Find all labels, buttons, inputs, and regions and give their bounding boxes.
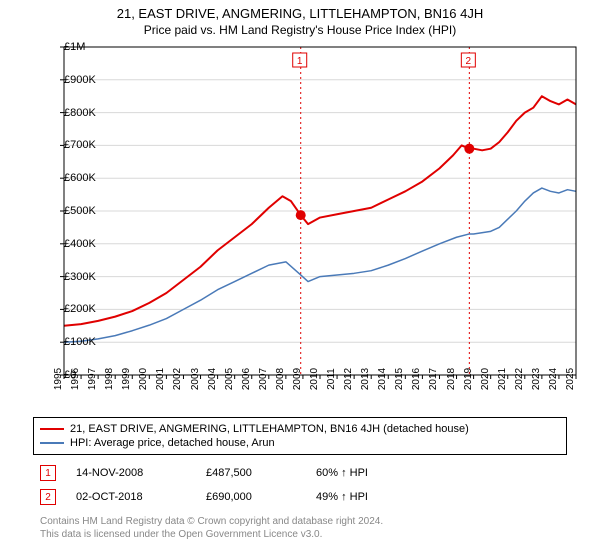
chart-subtitle: Price paid vs. HM Land Registry's House … xyxy=(144,23,456,37)
xtick-label: 2016 xyxy=(411,368,422,390)
footer-attribution: Contains HM Land Registry data © Crown c… xyxy=(40,515,560,541)
legend-row: 21, EAST DRIVE, ANGMERING, LITTLEHAMPTON… xyxy=(40,422,560,436)
xtick-label: 2006 xyxy=(241,368,252,390)
xtick-label: 2012 xyxy=(343,368,354,390)
xtick-label: 2013 xyxy=(360,368,371,390)
xtick-label: 2005 xyxy=(224,368,235,390)
xtick-label: 2015 xyxy=(394,368,405,390)
xtick-label: 2009 xyxy=(292,368,303,390)
sale-table: 1 14-NOV-2008 £487,500 60% ↑ HPI 2 02-OCT-201… xyxy=(40,461,560,509)
legend: 21, EAST DRIVE, ANGMERING, LITTLEHAMPTON… xyxy=(33,417,567,455)
xtick-label: 2021 xyxy=(497,368,508,390)
xtick-label: 2022 xyxy=(514,368,525,390)
xtick-label: 2008 xyxy=(275,368,286,390)
sale-marker-icon: 1 xyxy=(40,465,56,481)
sale-row: 1 14-NOV-2008 £487,500 60% ↑ HPI xyxy=(40,461,560,485)
sale-dot-1 xyxy=(296,210,306,220)
sale-row: 2 02-OCT-2018 £690,000 49% ↑ HPI xyxy=(40,485,560,509)
xtick-label: 2025 xyxy=(565,368,576,390)
sale-price: £487,500 xyxy=(206,467,296,479)
xtick-label: 1997 xyxy=(87,368,98,390)
legend-label: 21, EAST DRIVE, ANGMERING, LITTLEHAMPTON… xyxy=(70,423,469,435)
legend-swatch xyxy=(40,442,64,444)
xtick-label: 2007 xyxy=(258,368,269,390)
xtick-label: 2000 xyxy=(138,368,149,390)
xtick-label: 2002 xyxy=(172,368,183,390)
sale-date: 14-NOV-2008 xyxy=(76,467,186,479)
xtick-label: 2024 xyxy=(548,368,559,390)
legend-label: HPI: Average price, detached house, Arun xyxy=(70,437,275,449)
chart-container: 21, EAST DRIVE, ANGMERING, LITTLEHAMPTON… xyxy=(0,0,600,560)
xtick-label: 2010 xyxy=(309,368,320,390)
legend-row: HPI: Average price, detached house, Arun xyxy=(40,436,560,450)
sale-marker-icon: 2 xyxy=(40,489,56,505)
sale-date: 02-OCT-2018 xyxy=(76,491,186,503)
sale-hpi-delta: 49% ↑ HPI xyxy=(316,491,368,503)
xtick-label: 1999 xyxy=(121,368,132,390)
xtick-label: 2023 xyxy=(531,368,542,390)
xtick-label: 1996 xyxy=(70,368,81,390)
svg-text:2: 2 xyxy=(466,56,472,67)
chart-plot-area: 12£0£100K£200K£300K£400K£500K£600K£700K£… xyxy=(20,43,580,413)
xtick-label: 1998 xyxy=(104,368,115,390)
legend-swatch xyxy=(40,428,64,430)
xtick-label: 2011 xyxy=(326,368,337,390)
xtick-label: 2003 xyxy=(189,368,200,390)
xtick-label: 2004 xyxy=(206,368,217,390)
xtick-label: 2001 xyxy=(155,368,166,390)
xtick-label: 1995 xyxy=(53,368,64,390)
svg-text:1: 1 xyxy=(297,56,303,67)
xtick-label: 2017 xyxy=(428,368,439,390)
footer-line-1: Contains HM Land Registry data © Crown c… xyxy=(40,515,560,528)
xtick-label: 2018 xyxy=(445,368,456,390)
chart-title: 21, EAST DRIVE, ANGMERING, LITTLEHAMPTON… xyxy=(117,6,484,21)
xtick-label: 2019 xyxy=(462,368,473,390)
sale-dot-2 xyxy=(464,144,474,154)
chart-svg: 12 xyxy=(20,43,580,413)
xtick-label: 2020 xyxy=(480,368,491,390)
footer-line-2: This data is licensed under the Open Gov… xyxy=(40,528,560,541)
sale-hpi-delta: 60% ↑ HPI xyxy=(316,467,368,479)
xtick-label: 2014 xyxy=(377,368,388,390)
sale-price: £690,000 xyxy=(206,491,296,503)
